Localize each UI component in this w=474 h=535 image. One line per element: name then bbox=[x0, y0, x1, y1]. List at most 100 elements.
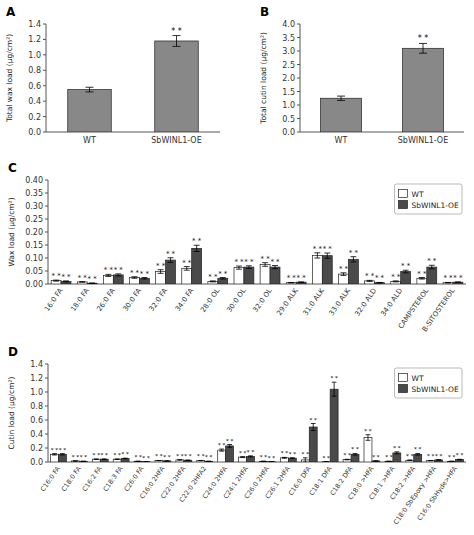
error-bar bbox=[403, 270, 409, 273]
y-axis-label: Cutin load (μg/cm²) bbox=[7, 376, 16, 449]
bar bbox=[322, 256, 332, 284]
bar bbox=[365, 281, 375, 284]
error-bar bbox=[165, 460, 170, 461]
bar bbox=[166, 260, 176, 284]
title: D bbox=[8, 345, 18, 359]
annotation: * * bbox=[244, 258, 254, 266]
bar bbox=[92, 459, 100, 462]
annotation: * * bbox=[375, 274, 385, 282]
bar bbox=[51, 454, 59, 462]
annotation: * * bbox=[171, 27, 182, 36]
bar bbox=[348, 259, 358, 284]
annotation: * * bbox=[443, 274, 453, 282]
category-label: 16:0 FA bbox=[43, 287, 65, 313]
category-label: 34:0 ALD bbox=[379, 287, 404, 318]
annotation: * * bbox=[310, 417, 318, 423]
error-bar bbox=[246, 266, 252, 269]
error-bar bbox=[340, 273, 346, 276]
legend: WTSbWINL1-OE bbox=[395, 368, 463, 398]
bar bbox=[244, 267, 254, 284]
annotation: * * bbox=[61, 273, 71, 281]
tick-label: 0.10 bbox=[25, 254, 43, 263]
error-bar bbox=[94, 458, 99, 460]
annotation: * * bbox=[268, 455, 276, 461]
category-label: SbWINL1-OE bbox=[151, 136, 201, 145]
annotation: * * bbox=[297, 274, 307, 282]
annotation: * * bbox=[142, 455, 150, 461]
error-bar bbox=[332, 382, 337, 396]
tick-label: 0.2 bbox=[28, 113, 41, 122]
annotation: * * bbox=[364, 428, 372, 434]
bar bbox=[71, 461, 79, 462]
category-label: 28:0 OL bbox=[199, 287, 221, 314]
annotation: * * bbox=[313, 245, 323, 253]
error-bar bbox=[324, 461, 329, 462]
y-axis-label: Wax load (μg/cm²) bbox=[7, 197, 16, 266]
error-bar bbox=[366, 435, 371, 441]
bar bbox=[184, 460, 192, 462]
annotation: * * bbox=[456, 452, 464, 458]
annotation: * * bbox=[349, 249, 359, 257]
title: B bbox=[260, 5, 269, 19]
panel: 0.00.20.40.60.81.01.21.4* ** ** ** ** **… bbox=[7, 345, 466, 526]
error-bar bbox=[236, 266, 242, 269]
tick-label: 3.0 bbox=[282, 47, 295, 56]
bar bbox=[309, 427, 317, 462]
annotation: * * bbox=[339, 265, 349, 273]
axis-line bbox=[48, 364, 49, 462]
error-bar bbox=[158, 270, 164, 274]
annotation: * * bbox=[156, 262, 166, 270]
tick-label: 0.8 bbox=[30, 402, 43, 411]
tick-label: 0.0 bbox=[28, 128, 41, 137]
error-bar bbox=[367, 280, 373, 281]
bar bbox=[448, 461, 456, 462]
bar bbox=[79, 461, 87, 462]
bar bbox=[163, 461, 171, 462]
y-axis: 0.00.20.40.60.81.01.21.4 bbox=[28, 20, 46, 137]
y-axis-label: Total wax load (μg/cm²) bbox=[5, 34, 14, 123]
error-bar bbox=[248, 456, 253, 457]
annotation: * * bbox=[270, 258, 280, 266]
annotation: * * bbox=[140, 270, 150, 278]
category-label: 32:0 FA bbox=[148, 287, 170, 313]
annotation: * * bbox=[134, 454, 142, 460]
error-bar bbox=[206, 461, 211, 462]
legend-swatch bbox=[399, 190, 408, 198]
annotation: * * bbox=[372, 454, 380, 460]
annotation: * * bbox=[406, 453, 414, 459]
annotation: * * bbox=[287, 274, 297, 282]
annotations: * * bbox=[171, 27, 182, 36]
bar bbox=[288, 458, 296, 462]
error-bar bbox=[272, 266, 278, 269]
error-bar bbox=[136, 461, 141, 462]
marks bbox=[51, 245, 463, 284]
error-bar bbox=[115, 458, 120, 460]
annotation: * * bbox=[247, 449, 255, 455]
bar bbox=[234, 268, 244, 284]
annotation: * * bbox=[114, 266, 124, 274]
y-axis-label: Total cutin load (μg/cm²) bbox=[259, 32, 268, 125]
tick-label: 1.2 bbox=[28, 35, 41, 44]
annotation: * * bbox=[281, 450, 289, 456]
error-bar bbox=[115, 274, 121, 276]
annotation: * * bbox=[155, 453, 163, 459]
bar bbox=[130, 278, 140, 285]
error-bar bbox=[374, 460, 379, 461]
bar bbox=[427, 461, 435, 462]
annotation: * * bbox=[52, 272, 62, 280]
tick-label: 0.4 bbox=[28, 97, 41, 106]
panel: 0.00.51.01.52.02.53.03.54.0* *WTSbWINL1-… bbox=[259, 5, 464, 145]
error-bar bbox=[123, 458, 128, 460]
error-bar bbox=[177, 459, 182, 460]
error-bar bbox=[227, 445, 232, 448]
bar bbox=[139, 278, 149, 284]
x-axis: WTSbWINL1-OE bbox=[83, 136, 202, 145]
tick-label: 0.20 bbox=[25, 228, 43, 237]
tick-label: 0.5 bbox=[282, 115, 295, 124]
annotation: * * bbox=[130, 269, 140, 277]
category-label: WT bbox=[335, 136, 348, 145]
error-bar bbox=[429, 265, 435, 269]
bar bbox=[155, 461, 163, 462]
bar bbox=[343, 460, 351, 462]
error-bar bbox=[102, 458, 107, 460]
